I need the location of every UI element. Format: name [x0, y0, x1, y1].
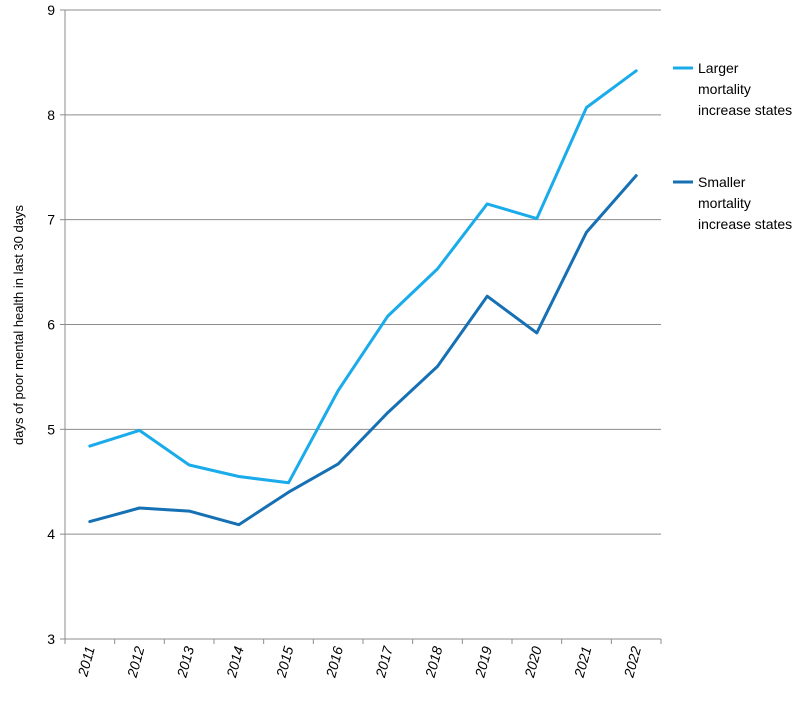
- series-lines: [88, 69, 638, 527]
- series-line-smaller: [88, 174, 638, 527]
- legend-label: Larger: [698, 60, 739, 76]
- x-tick-label: 2013: [173, 644, 197, 679]
- x-tick-label: 2012: [124, 644, 148, 679]
- x-tick-label: 2019: [471, 644, 495, 679]
- legend-label: mortality: [698, 195, 751, 211]
- x-tick-label: 2021: [571, 645, 595, 680]
- x-tick-label: 2015: [273, 644, 297, 679]
- y-tick-label: 9: [47, 2, 55, 18]
- legend-label: increase states: [698, 216, 792, 232]
- x-tick-label: 2016: [322, 644, 346, 679]
- legend: Larger mortality increase states Smaller mor…: [673, 60, 792, 232]
- y-tick-label: 8: [47, 107, 55, 123]
- legend-label: Smaller: [698, 174, 746, 190]
- y-axis-title: days of poor mental health in last 30 da…: [11, 205, 26, 445]
- legend-label: increase states: [698, 102, 792, 118]
- axes: 3 4 5 6 7 8 9 2011 2012 2013 2014 2015 2016 2017 2018 2…: [47, 2, 662, 680]
- y-tick-label: 7: [47, 212, 55, 228]
- x-tick-label: 2017: [372, 643, 396, 679]
- x-tick-label: 2011: [74, 645, 98, 679]
- x-tick-label: 2018: [422, 644, 446, 679]
- legend-label: mortality: [698, 81, 751, 97]
- x-tick-label: 2020: [521, 644, 545, 679]
- x-tick-label: 2022: [620, 644, 644, 679]
- y-tick-label: 4: [47, 526, 55, 542]
- series-line-larger: [88, 69, 638, 485]
- x-tick-label: 2014: [223, 644, 247, 679]
- gridlines: [65, 9, 661, 535]
- y-tick-label: 5: [47, 421, 55, 437]
- y-tick-label: 3: [47, 631, 55, 647]
- y-tick-label: 6: [47, 317, 55, 333]
